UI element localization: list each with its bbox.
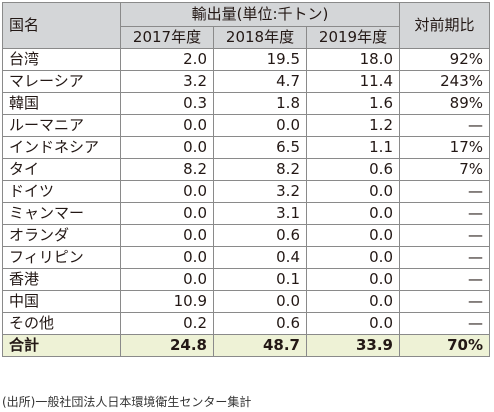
table-row: ルーマニア 0.0 0.0 1.2 — [2, 114, 490, 137]
value-2017-cell: 0.0 [120, 202, 214, 225]
value-2019-cell: 18.0 [306, 48, 400, 71]
value-2019-cell: 0.0 [306, 246, 400, 269]
ratio-cell: — [399, 114, 490, 137]
value-2018-cell: 0.6 [213, 312, 307, 335]
export-table-container: 国名 輸出量(単位:千トン) 対前期比 2017年度 2018年度 2019年度… [2, 2, 490, 357]
country-cell: 香港 [2, 268, 121, 291]
ratio-cell: 7% [399, 158, 490, 181]
table-row: フィリピン 0.0 0.4 0.0 — [2, 246, 490, 269]
ratio-cell: — [399, 246, 490, 269]
ratio-cell: — [399, 290, 490, 313]
total-label-cell: 合計 [2, 334, 121, 357]
value-2017-cell: 0.0 [120, 268, 214, 291]
ratio-cell: 92% [399, 48, 490, 71]
total-ratio-cell: 70% [399, 334, 490, 357]
source-note: (出所)一般社団法人日本環境衛生センター集計 [2, 395, 252, 409]
value-2017-cell: 0.2 [120, 312, 214, 335]
value-2018-cell: 0.0 [213, 290, 307, 313]
value-2019-cell: 0.0 [306, 202, 400, 225]
total-2018-cell: 48.7 [213, 334, 307, 357]
table-row: タイ 8.2 8.2 0.6 7% [2, 158, 490, 181]
value-2019-cell: 1.1 [306, 136, 400, 159]
total-2017-cell: 24.8 [120, 334, 214, 357]
country-cell: 台湾 [2, 48, 121, 71]
value-2019-cell: 0.0 [306, 290, 400, 313]
value-2017-cell: 0.3 [120, 92, 214, 115]
country-cell: ミャンマー [2, 202, 121, 225]
ratio-cell: — [399, 268, 490, 291]
table-row: ドイツ 0.0 3.2 0.0 — [2, 180, 490, 203]
year-2018-header: 2018年度 [213, 26, 307, 49]
table-row: 中国 10.9 0.0 0.0 — [2, 290, 490, 313]
ratio-cell: — [399, 180, 490, 203]
value-2019-cell: 0.0 [306, 312, 400, 335]
value-2018-cell: 8.2 [213, 158, 307, 181]
country-cell: インドネシア [2, 136, 121, 159]
table-row: 韓国 0.3 1.8 1.6 89% [2, 92, 490, 115]
ratio-cell: 17% [399, 136, 490, 159]
country-cell: 中国 [2, 290, 121, 313]
ratio-column-header: 対前期比 [399, 2, 490, 49]
ratio-cell: 89% [399, 92, 490, 115]
total-row: 合計 24.8 48.7 33.9 70% [2, 334, 490, 357]
value-2019-cell: 0.6 [306, 158, 400, 181]
country-cell: マレーシア [2, 70, 121, 93]
value-2017-cell: 2.0 [120, 48, 214, 71]
country-cell: その他 [2, 312, 121, 335]
value-2017-cell: 0.0 [120, 114, 214, 137]
country-cell: ドイツ [2, 180, 121, 203]
year-2017-header: 2017年度 [120, 26, 214, 49]
value-2017-cell: 0.0 [120, 180, 214, 203]
value-2019-cell: 1.6 [306, 92, 400, 115]
value-2019-cell: 1.2 [306, 114, 400, 137]
country-cell: タイ [2, 158, 121, 181]
country-cell: オランダ [2, 224, 121, 247]
value-2018-cell: 0.0 [213, 114, 307, 137]
table-row: 香港 0.0 0.1 0.0 — [2, 268, 490, 291]
value-2018-cell: 1.8 [213, 92, 307, 115]
value-2019-cell: 0.0 [306, 268, 400, 291]
value-2018-cell: 3.1 [213, 202, 307, 225]
value-2018-cell: 19.5 [213, 48, 307, 71]
country-cell: ルーマニア [2, 114, 121, 137]
value-2019-cell: 0.0 [306, 224, 400, 247]
ratio-cell: — [399, 312, 490, 335]
export-volume-table: 国名 輸出量(単位:千トン) 対前期比 2017年度 2018年度 2019年度… [2, 2, 490, 357]
table-row: インドネシア 0.0 6.5 1.1 17% [2, 136, 490, 159]
table-row: 台湾 2.0 19.5 18.0 92% [2, 48, 490, 71]
value-2018-cell: 4.7 [213, 70, 307, 93]
value-2017-cell: 0.0 [120, 246, 214, 269]
value-2019-cell: 11.4 [306, 70, 400, 93]
country-column-header: 国名 [2, 2, 121, 49]
value-2019-cell: 0.0 [306, 180, 400, 203]
value-2017-cell: 0.0 [120, 224, 214, 247]
total-2019-cell: 33.9 [306, 334, 400, 357]
country-cell: 韓国 [2, 92, 121, 115]
value-2018-cell: 3.2 [213, 180, 307, 203]
value-2017-cell: 3.2 [120, 70, 214, 93]
ratio-cell: — [399, 224, 490, 247]
table-row: その他 0.2 0.6 0.0 — [2, 312, 490, 335]
table-row: ミャンマー 0.0 3.1 0.0 — [2, 202, 490, 225]
ratio-cell: — [399, 202, 490, 225]
value-2017-cell: 8.2 [120, 158, 214, 181]
ratio-cell: 243% [399, 70, 490, 93]
value-2017-cell: 10.9 [120, 290, 214, 313]
country-cell: フィリピン [2, 246, 121, 269]
table-row: マレーシア 3.2 4.7 11.4 243% [2, 70, 490, 93]
value-2018-cell: 0.1 [213, 268, 307, 291]
value-2018-cell: 0.6 [213, 224, 307, 247]
value-2017-cell: 0.0 [120, 136, 214, 159]
year-2019-header: 2019年度 [306, 26, 400, 49]
export-volume-group-header: 輸出量(単位:千トン) [120, 2, 400, 27]
value-2018-cell: 0.4 [213, 246, 307, 269]
table-row: オランダ 0.0 0.6 0.0 — [2, 224, 490, 247]
value-2018-cell: 6.5 [213, 136, 307, 159]
